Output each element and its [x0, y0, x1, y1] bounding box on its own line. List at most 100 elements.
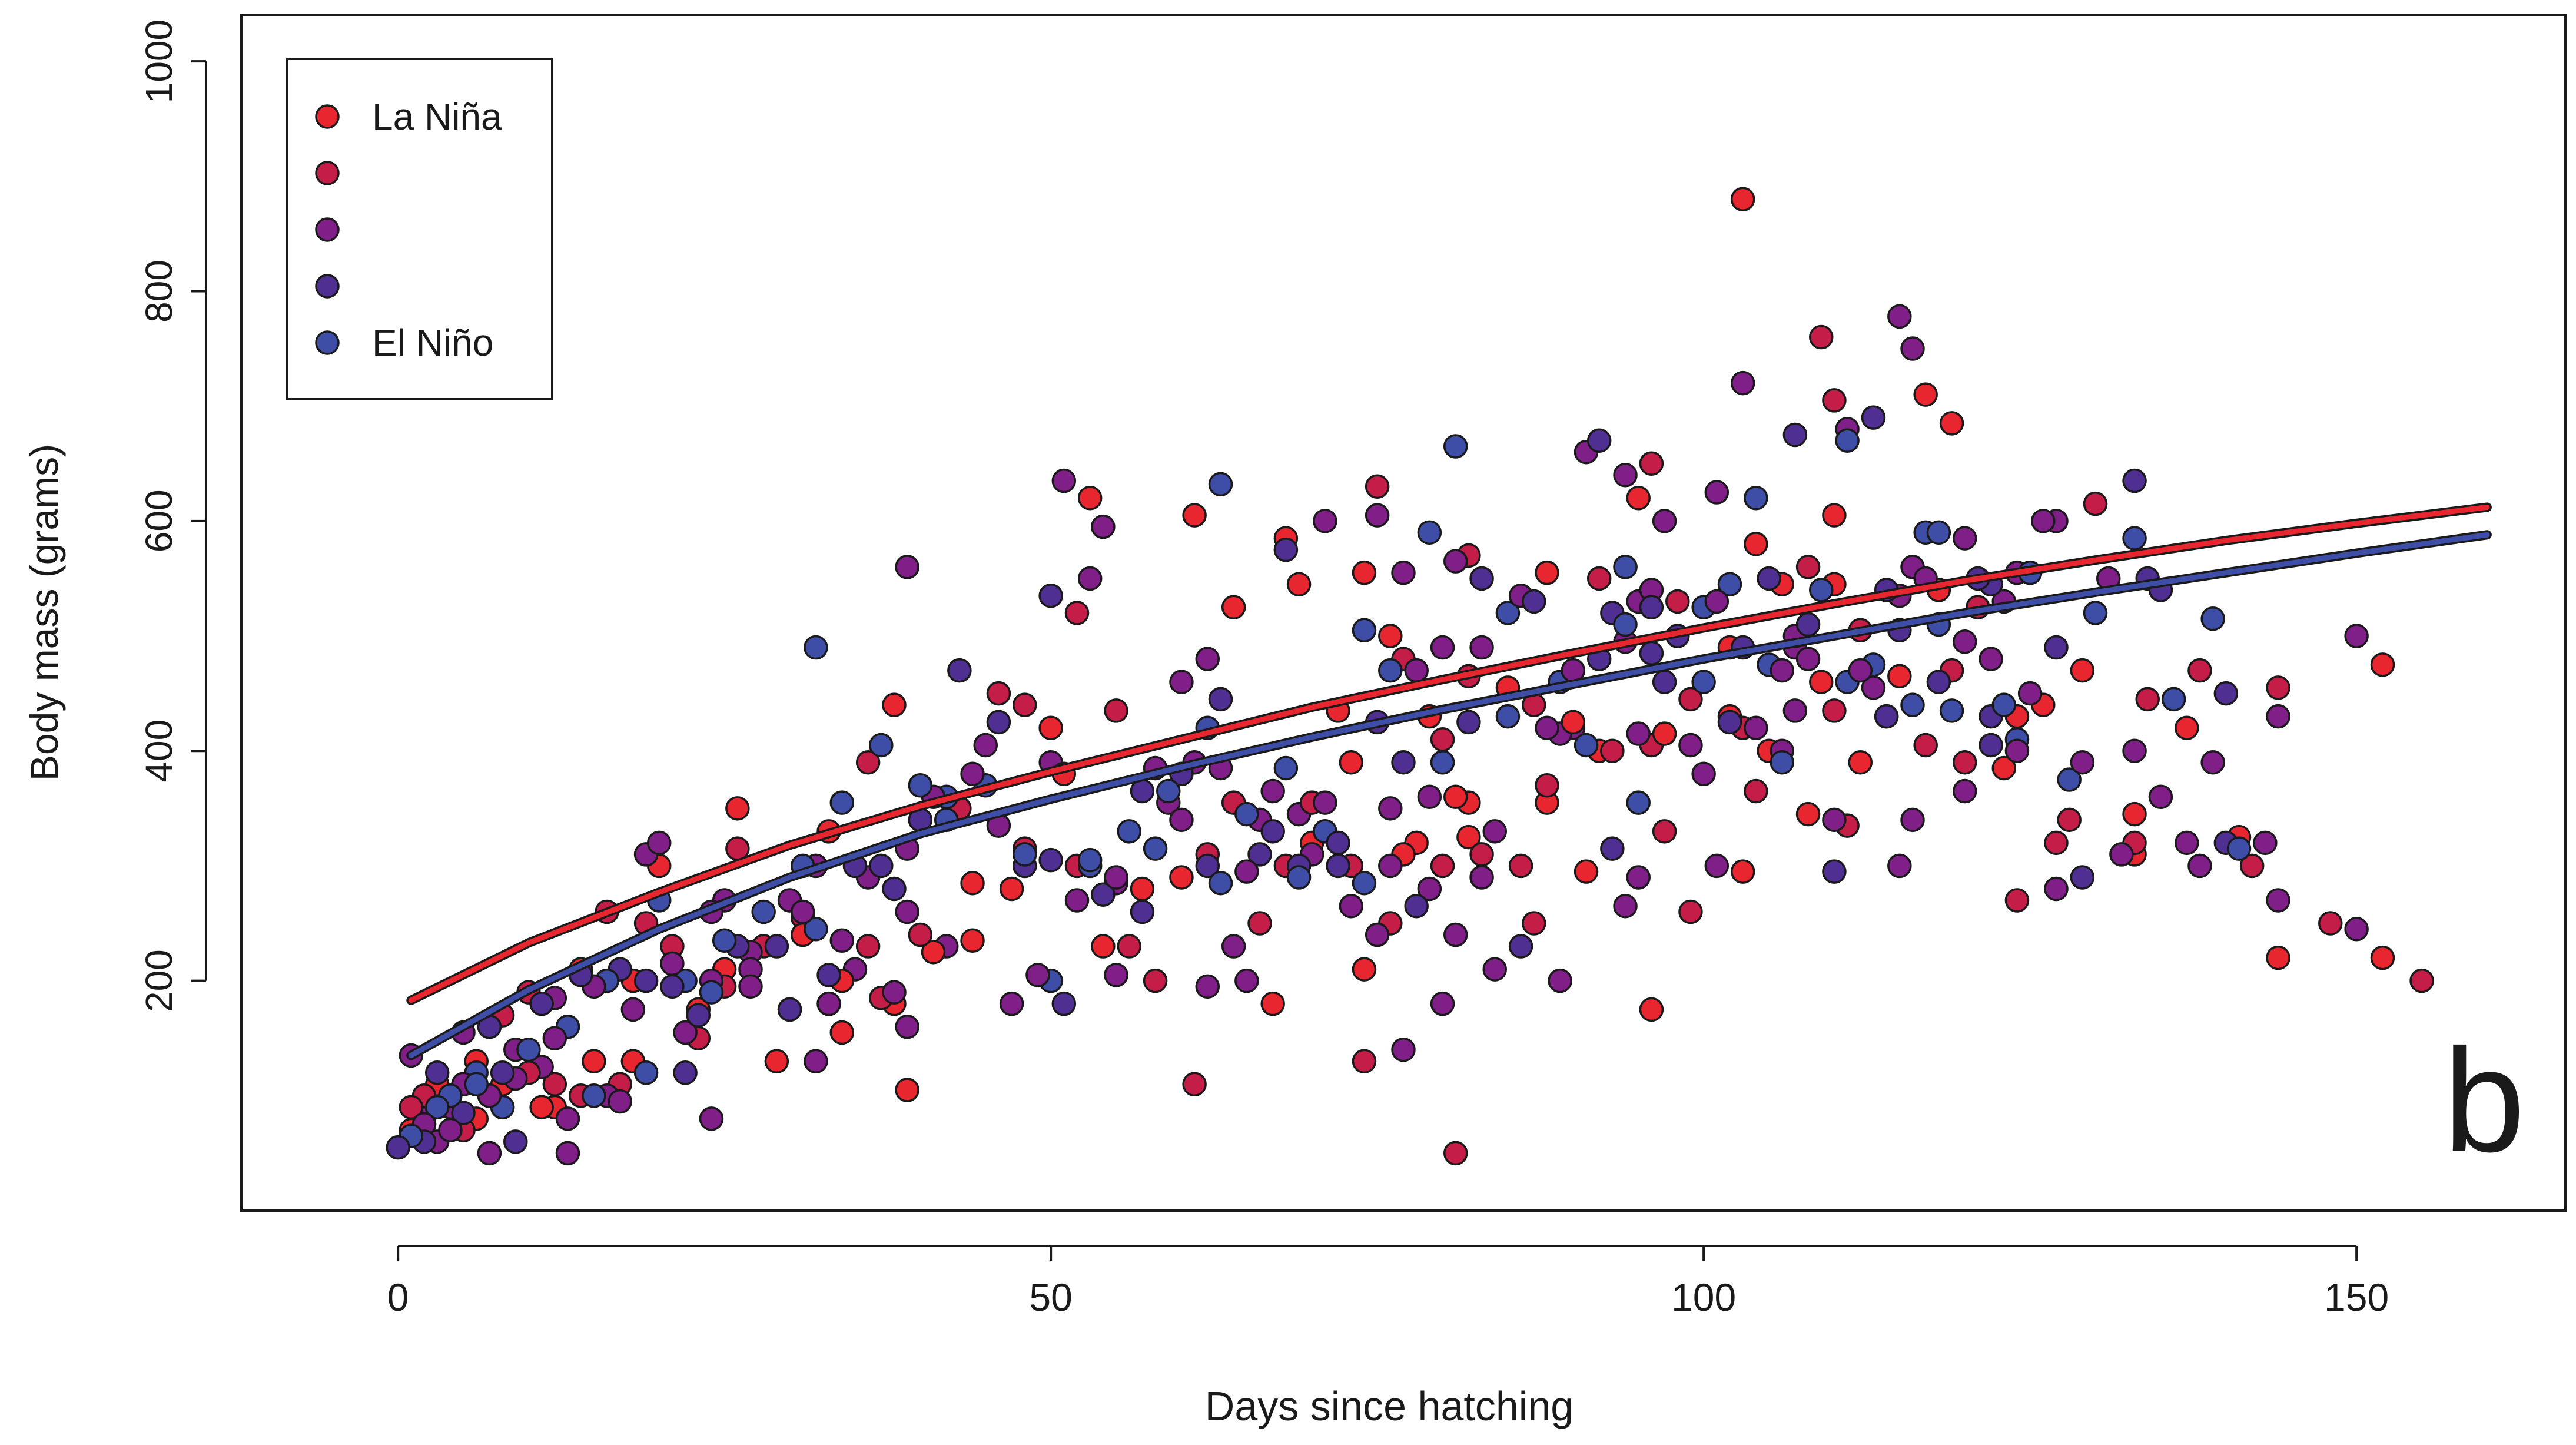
data-point — [1508, 934, 1533, 959]
y-tick-label: 1000 — [138, 19, 180, 103]
data-point — [1613, 893, 1638, 919]
fit-line — [408, 532, 2490, 1058]
data-point — [1744, 778, 1768, 804]
data-point — [2266, 675, 2290, 700]
data-point — [1795, 555, 1821, 579]
data-point — [2004, 738, 2030, 763]
data-point — [816, 991, 841, 1016]
data-point — [464, 1072, 489, 1097]
data-point — [1691, 670, 1716, 694]
data-point — [1887, 304, 1912, 329]
data-point — [451, 1101, 476, 1125]
data-point — [1208, 870, 1233, 896]
data-point — [1900, 692, 1925, 717]
data-point — [1744, 532, 1768, 556]
data-point — [1443, 922, 1468, 947]
data-point — [1286, 865, 1312, 890]
data-point — [1143, 968, 1168, 993]
data-point — [2370, 652, 2395, 677]
data-point — [1117, 934, 1141, 959]
data-point — [1926, 520, 1951, 545]
data-point — [399, 1095, 424, 1120]
legend-marker — [315, 217, 340, 242]
y-axis-label: Body mass (grams) — [22, 444, 66, 781]
data-point — [1626, 790, 1651, 815]
fit-lines — [406, 502, 2492, 1060]
data-point — [1313, 509, 1337, 533]
data-point — [1613, 463, 1638, 488]
data-point — [424, 1060, 450, 1085]
legend-marker — [315, 161, 340, 185]
data-point — [2253, 830, 2278, 856]
data-point — [1600, 738, 1625, 763]
data-point — [1952, 778, 1977, 804]
data-point — [1443, 784, 1468, 810]
data-point — [1691, 761, 1716, 787]
data-point — [855, 934, 881, 959]
data-point — [960, 870, 985, 896]
data-point — [2122, 526, 2147, 551]
data-point — [1352, 870, 1377, 896]
data-point — [1378, 658, 1403, 683]
data-point — [1482, 957, 1508, 982]
data-point — [1273, 755, 1299, 781]
data-point — [1273, 537, 1299, 562]
data-point — [1469, 865, 1494, 890]
data-point — [1404, 893, 1429, 919]
data-point — [725, 796, 750, 821]
data-point — [1091, 882, 1116, 907]
data-point — [1809, 578, 1834, 602]
data-point — [1548, 968, 1572, 993]
data-point — [633, 968, 659, 993]
data-point — [1143, 836, 1168, 861]
data-point — [1182, 503, 1207, 528]
data-point — [1051, 991, 1077, 1016]
data-point — [2070, 658, 2095, 683]
data-point — [1104, 963, 1128, 987]
data-point — [738, 974, 763, 999]
data-point — [1652, 721, 1677, 746]
data-point — [2213, 681, 2239, 706]
data-point — [1208, 472, 1233, 497]
data-point — [1822, 388, 1847, 413]
data-point — [608, 1089, 632, 1114]
data-point — [1365, 503, 1390, 528]
data-point — [1678, 687, 1703, 712]
data-point — [1744, 715, 1768, 740]
data-point — [1795, 801, 1821, 827]
data-point — [2031, 509, 2056, 533]
data-point — [908, 773, 933, 798]
data-point — [1535, 560, 1559, 585]
data-point — [2122, 468, 2147, 493]
data-point — [1913, 733, 1938, 758]
data-point — [2122, 738, 2147, 763]
x-tick-label: 100 — [1671, 1275, 1736, 1319]
data-point — [490, 1060, 515, 1085]
data-points — [386, 187, 2434, 1166]
data-point — [1469, 566, 1494, 591]
data-point — [829, 1020, 855, 1045]
data-point — [686, 1003, 711, 1028]
data-point — [1469, 842, 1494, 867]
data-point — [2239, 853, 2265, 879]
data-point — [2200, 606, 2225, 631]
data-point — [1508, 853, 1533, 879]
data-point — [1809, 670, 1834, 694]
data-point — [1038, 847, 1063, 873]
data-point — [1326, 830, 1350, 856]
data-point — [1652, 670, 1677, 694]
data-point — [1221, 595, 1246, 619]
legend-label: El Niño — [372, 322, 493, 364]
data-point — [1926, 670, 1951, 694]
data-point — [1822, 807, 1847, 833]
data-point — [647, 830, 672, 856]
data-point — [1104, 865, 1128, 890]
data-point — [882, 876, 907, 902]
data-point — [960, 928, 985, 953]
data-point — [1639, 451, 1664, 476]
data-point — [1260, 778, 1285, 804]
data-point — [1782, 698, 1808, 723]
data-point — [777, 997, 802, 1022]
data-point — [1339, 750, 1364, 775]
data-point — [2344, 917, 2369, 942]
